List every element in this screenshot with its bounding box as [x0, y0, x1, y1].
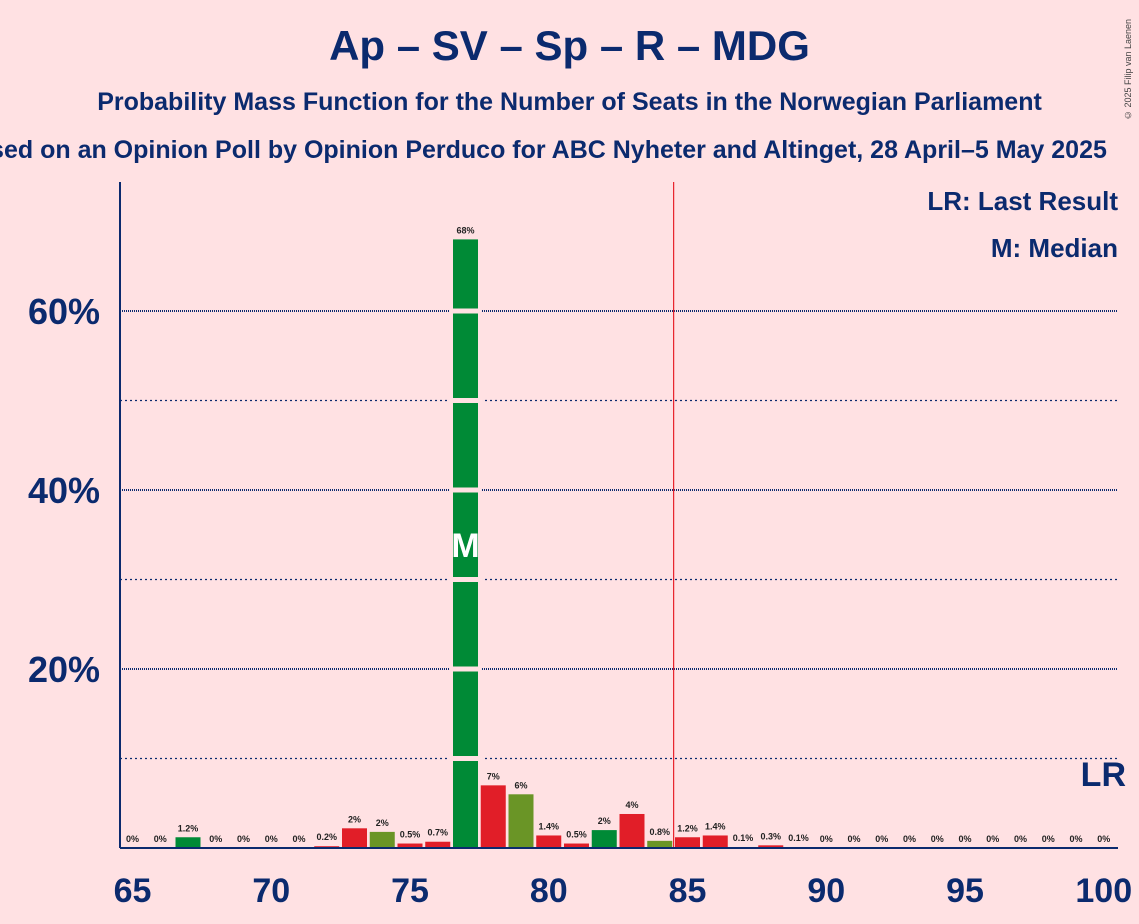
chart-source-text: Based on an Opinion Poll by Opinion Perd…: [0, 136, 1107, 164]
bar-seat-80: [536, 835, 562, 848]
bar-label-seat-71: 0%: [292, 834, 305, 844]
bar-label-seat-82: 2%: [598, 816, 611, 826]
chart-source: Based on an Opinion Poll by Opinion Perd…: [0, 136, 1139, 165]
bar-seat-73: [342, 828, 367, 848]
bar-label-seat-100: 0%: [1097, 834, 1110, 844]
bar-label-seat-91: 0%: [847, 834, 860, 844]
bar-label-seat-85: 1.2%: [677, 823, 698, 833]
bar-label-seat-99: 0%: [1069, 834, 1082, 844]
bar-seat-75: [397, 843, 423, 848]
bar-label-seat-97: 0%: [1014, 834, 1027, 844]
x-tick-label: 70: [252, 872, 290, 910]
bar-label-seat-68: 0%: [209, 834, 222, 844]
bar-label-seat-78: 7%: [487, 771, 500, 781]
bar-seat-82: [591, 830, 617, 848]
bar-label-seat-67: 1.2%: [178, 823, 199, 833]
bar-label-seat-95: 0%: [958, 834, 971, 844]
bar-label-seat-70: 0%: [265, 834, 278, 844]
bar-seat-81: [564, 843, 589, 848]
chart-subtitle: Probability Mass Function for the Number…: [97, 88, 1042, 116]
chart-title: Ap – SV – Sp – R – MDG: [329, 22, 810, 69]
bar-label-seat-76: 0.7%: [427, 828, 448, 838]
bar-seat-86: [702, 835, 728, 848]
bar-label-seat-89: 0.1%: [788, 833, 809, 843]
label-layer: 0% 0% 1.2% 0% 0% 0% 0% 0.2% 2% 2% 0.5% 0.7% 68% 7% 6% 1…: [126, 225, 1110, 844]
bar-label-seat-86: 1.4%: [705, 821, 726, 831]
bar-seat-79: [508, 794, 534, 848]
last-result-marker: LR: [1081, 756, 1126, 794]
bar-label-seat-65: 0%: [126, 834, 139, 844]
bar-label-seat-90: 0%: [820, 834, 833, 844]
bar-label-seat-88: 0.3%: [760, 831, 781, 841]
x-tick-label: 65: [114, 872, 152, 910]
bar-label-seat-83: 4%: [625, 800, 638, 810]
bar-label-seat-96: 0%: [986, 834, 999, 844]
y-tick-label: 60%: [28, 291, 100, 332]
axis-layer: 20% 40% 60% LR 65 70 75 80 85 90 95 100: [28, 182, 1132, 910]
legend-median: M: Median: [991, 233, 1118, 263]
bar-layer: [175, 239, 811, 848]
x-tick-label: 90: [807, 872, 845, 910]
bar-label-seat-73: 2%: [348, 814, 361, 824]
bar-label-seat-93: 0%: [903, 834, 916, 844]
bar-label-seat-74: 2%: [376, 818, 389, 828]
bar-label-seat-69: 0%: [237, 834, 250, 844]
bar-seat-83: [619, 813, 645, 848]
bar-label-seat-72: 0.2%: [316, 832, 337, 842]
bar-label-seat-84: 0.8%: [649, 827, 670, 837]
grid-layer: [120, 310, 1118, 760]
bar-label-seat-87: 0.1%: [733, 833, 754, 843]
bar-seat-77: [453, 239, 478, 848]
median-marker: M: [451, 527, 479, 565]
x-tick-label: 100: [1075, 872, 1132, 910]
bar-seat-84: [647, 840, 673, 848]
bar-seat-67: [175, 837, 201, 848]
bar-seat-76: [425, 841, 451, 848]
x-tick-label: 80: [530, 872, 568, 910]
x-tick-label: 85: [669, 872, 707, 910]
bar-label-seat-80: 1.4%: [538, 821, 559, 831]
bar-label-seat-79: 6%: [514, 780, 527, 790]
y-tick-label: 20%: [28, 649, 100, 690]
legend-last-result: LR: Last Result: [927, 186, 1118, 216]
bar-label-seat-75: 0.5%: [400, 830, 421, 840]
bar-label-seat-98: 0%: [1042, 834, 1055, 844]
bar-seat-88: [758, 845, 784, 848]
x-tick-label: 75: [391, 872, 429, 910]
bar-seat-85: [675, 837, 700, 848]
bar-seat-74: [369, 831, 395, 848]
x-tick-label: 95: [946, 872, 984, 910]
bar-label-seat-77: 68%: [456, 225, 474, 235]
bar-label-seat-94: 0%: [931, 834, 944, 844]
bar-label-seat-66: 0%: [154, 834, 167, 844]
y-tick-label: 40%: [28, 470, 100, 511]
bar-label-seat-81: 0.5%: [566, 830, 587, 840]
bar-label-seat-92: 0%: [875, 834, 888, 844]
bar-seat-78: [480, 785, 506, 848]
